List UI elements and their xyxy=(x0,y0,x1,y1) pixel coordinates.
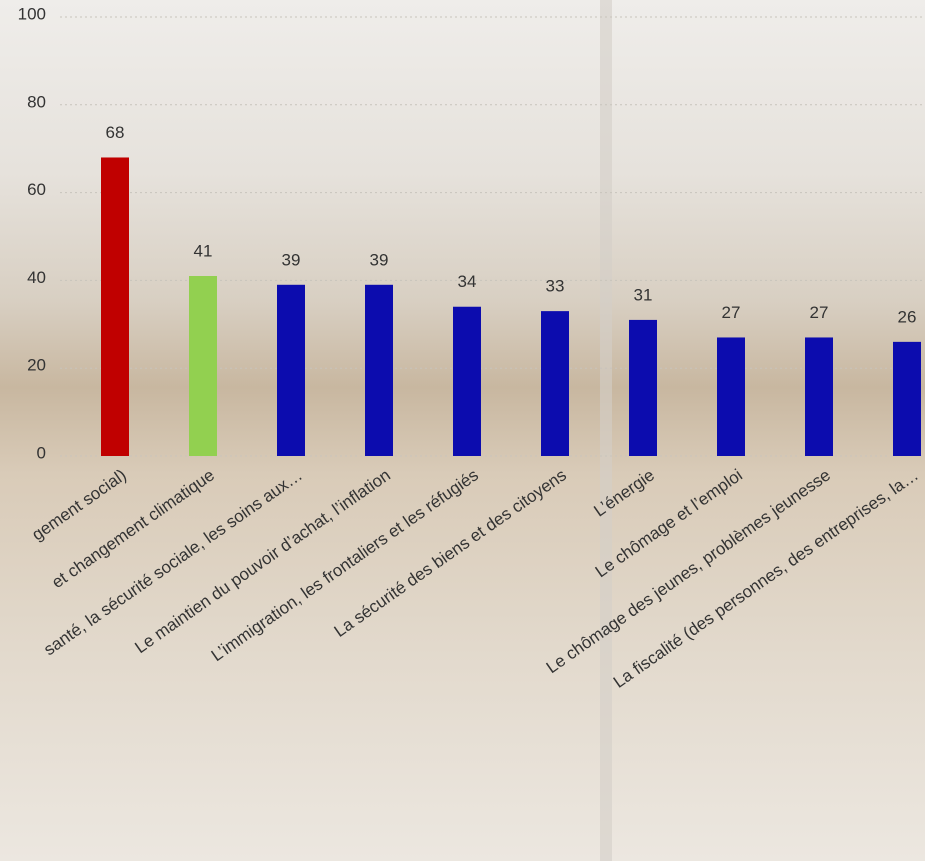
bar xyxy=(629,319,657,456)
data-label: 27 xyxy=(810,303,829,322)
data-label: 41 xyxy=(194,241,213,260)
bar xyxy=(101,157,129,457)
bar xyxy=(189,276,217,456)
data-label: 27 xyxy=(722,303,741,322)
bar xyxy=(365,284,393,456)
bar xyxy=(893,341,921,456)
y-tick-label: 60 xyxy=(27,180,46,199)
data-label: 26 xyxy=(898,307,917,326)
bar xyxy=(277,284,305,456)
y-tick-label: 100 xyxy=(18,4,46,23)
y-tick-label: 0 xyxy=(37,443,46,462)
bar xyxy=(541,311,569,456)
background-pillar xyxy=(600,0,612,861)
bar xyxy=(717,337,745,456)
data-label: 33 xyxy=(546,277,565,296)
data-label: 39 xyxy=(370,250,389,269)
y-tick-label: 40 xyxy=(27,268,46,287)
bar xyxy=(805,337,833,456)
data-label: 39 xyxy=(282,250,301,269)
y-tick-label: 20 xyxy=(27,356,46,375)
data-label: 31 xyxy=(634,285,653,304)
data-label: 68 xyxy=(106,123,125,142)
bar xyxy=(453,306,481,456)
y-tick-label: 80 xyxy=(27,92,46,111)
data-label: 34 xyxy=(458,272,477,291)
